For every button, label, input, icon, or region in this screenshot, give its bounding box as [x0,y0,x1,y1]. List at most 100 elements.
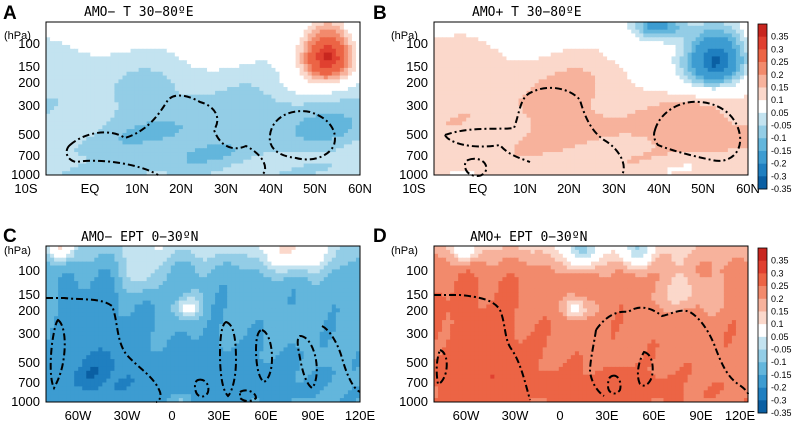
field-cell [54,144,59,149]
field-cell [235,106,240,111]
field-cell [243,71,248,77]
field-cell [58,94,63,100]
field-cell [283,155,289,161]
field-cell [558,25,564,31]
field-cell [182,44,188,50]
field-cell [190,129,196,134]
field-cell [707,94,713,100]
field-cell [703,37,709,42]
field-cell [203,113,208,119]
field-cell [538,33,544,38]
field-cell [94,140,99,145]
field-cell [287,48,293,54]
field-cell [207,129,212,134]
field-cell [178,75,184,80]
field-cell [178,22,184,27]
field-cell [70,29,75,35]
field-cell [623,29,628,35]
field-cell [647,64,652,69]
field-cell [478,109,483,115]
field-cell [231,98,236,103]
field-cell [54,29,59,35]
field-cell [98,79,103,84]
field-cell [126,148,132,153]
field-cell [98,83,103,88]
field-cell [639,106,644,111]
field-cell [267,144,273,149]
field-cell [607,22,612,27]
field-cell [595,41,600,46]
field-cell [506,64,512,69]
field-cell [211,163,216,168]
field-cell [522,90,528,96]
field-cell [114,152,120,157]
field-cell [615,25,620,31]
field-cell [66,125,71,130]
field-cell [683,22,689,27]
field-cell [66,87,71,92]
field-cell [478,48,483,54]
field-cell [343,117,349,123]
field-cell [263,44,269,50]
field-cell [434,37,439,42]
field-cell [707,98,713,103]
field-cell [291,60,297,65]
field-cell [142,152,148,157]
field-cell [287,83,293,88]
field-cell [178,25,184,31]
field-cell [663,64,669,69]
field-cell [450,106,455,111]
field-cell [263,125,269,130]
field-cell [283,64,289,69]
field-cell [174,106,180,111]
field-cell [211,64,216,69]
field-cell [466,22,471,27]
field-cell [247,33,252,38]
field-cell [631,29,636,35]
field-cell [279,52,285,58]
field-cell [526,75,532,80]
field-cell [514,56,520,61]
field-cell [186,60,192,65]
field-cell [134,67,140,73]
field-cell [538,29,544,35]
field-cell [194,163,200,168]
field-cell [146,171,152,175]
field-cell [554,79,560,84]
field-cell [251,159,256,165]
field-cell [498,25,504,31]
field-cell [235,113,240,119]
field-cell [66,83,71,88]
field-cell [307,22,313,27]
field-cell [434,109,439,115]
field-cell [198,83,204,88]
field-cell [514,79,520,84]
field-cell [438,33,443,38]
field-cell [319,90,325,96]
field-cell [623,67,628,73]
field-cell [150,109,156,115]
field-cell [347,48,353,54]
field-cell [339,79,345,84]
field-cell [743,29,748,35]
field-cell [126,136,132,142]
field-cell [138,117,144,123]
field-cell [347,44,353,50]
field-cell [122,83,128,88]
field-cell [239,37,244,42]
field-cell [227,79,232,84]
field-cell [723,71,729,77]
field-cell [126,79,132,84]
field-cell [82,71,87,77]
field-cell [466,94,471,100]
field-cell [178,163,184,168]
field-cell [166,48,172,54]
field-cell [138,102,144,107]
field-cell [62,87,67,92]
field-cell [595,48,600,54]
field-cell [546,71,552,77]
field-cell [170,71,176,77]
field-cell [303,129,309,134]
field-cell [663,41,669,46]
field-cell [522,83,528,88]
